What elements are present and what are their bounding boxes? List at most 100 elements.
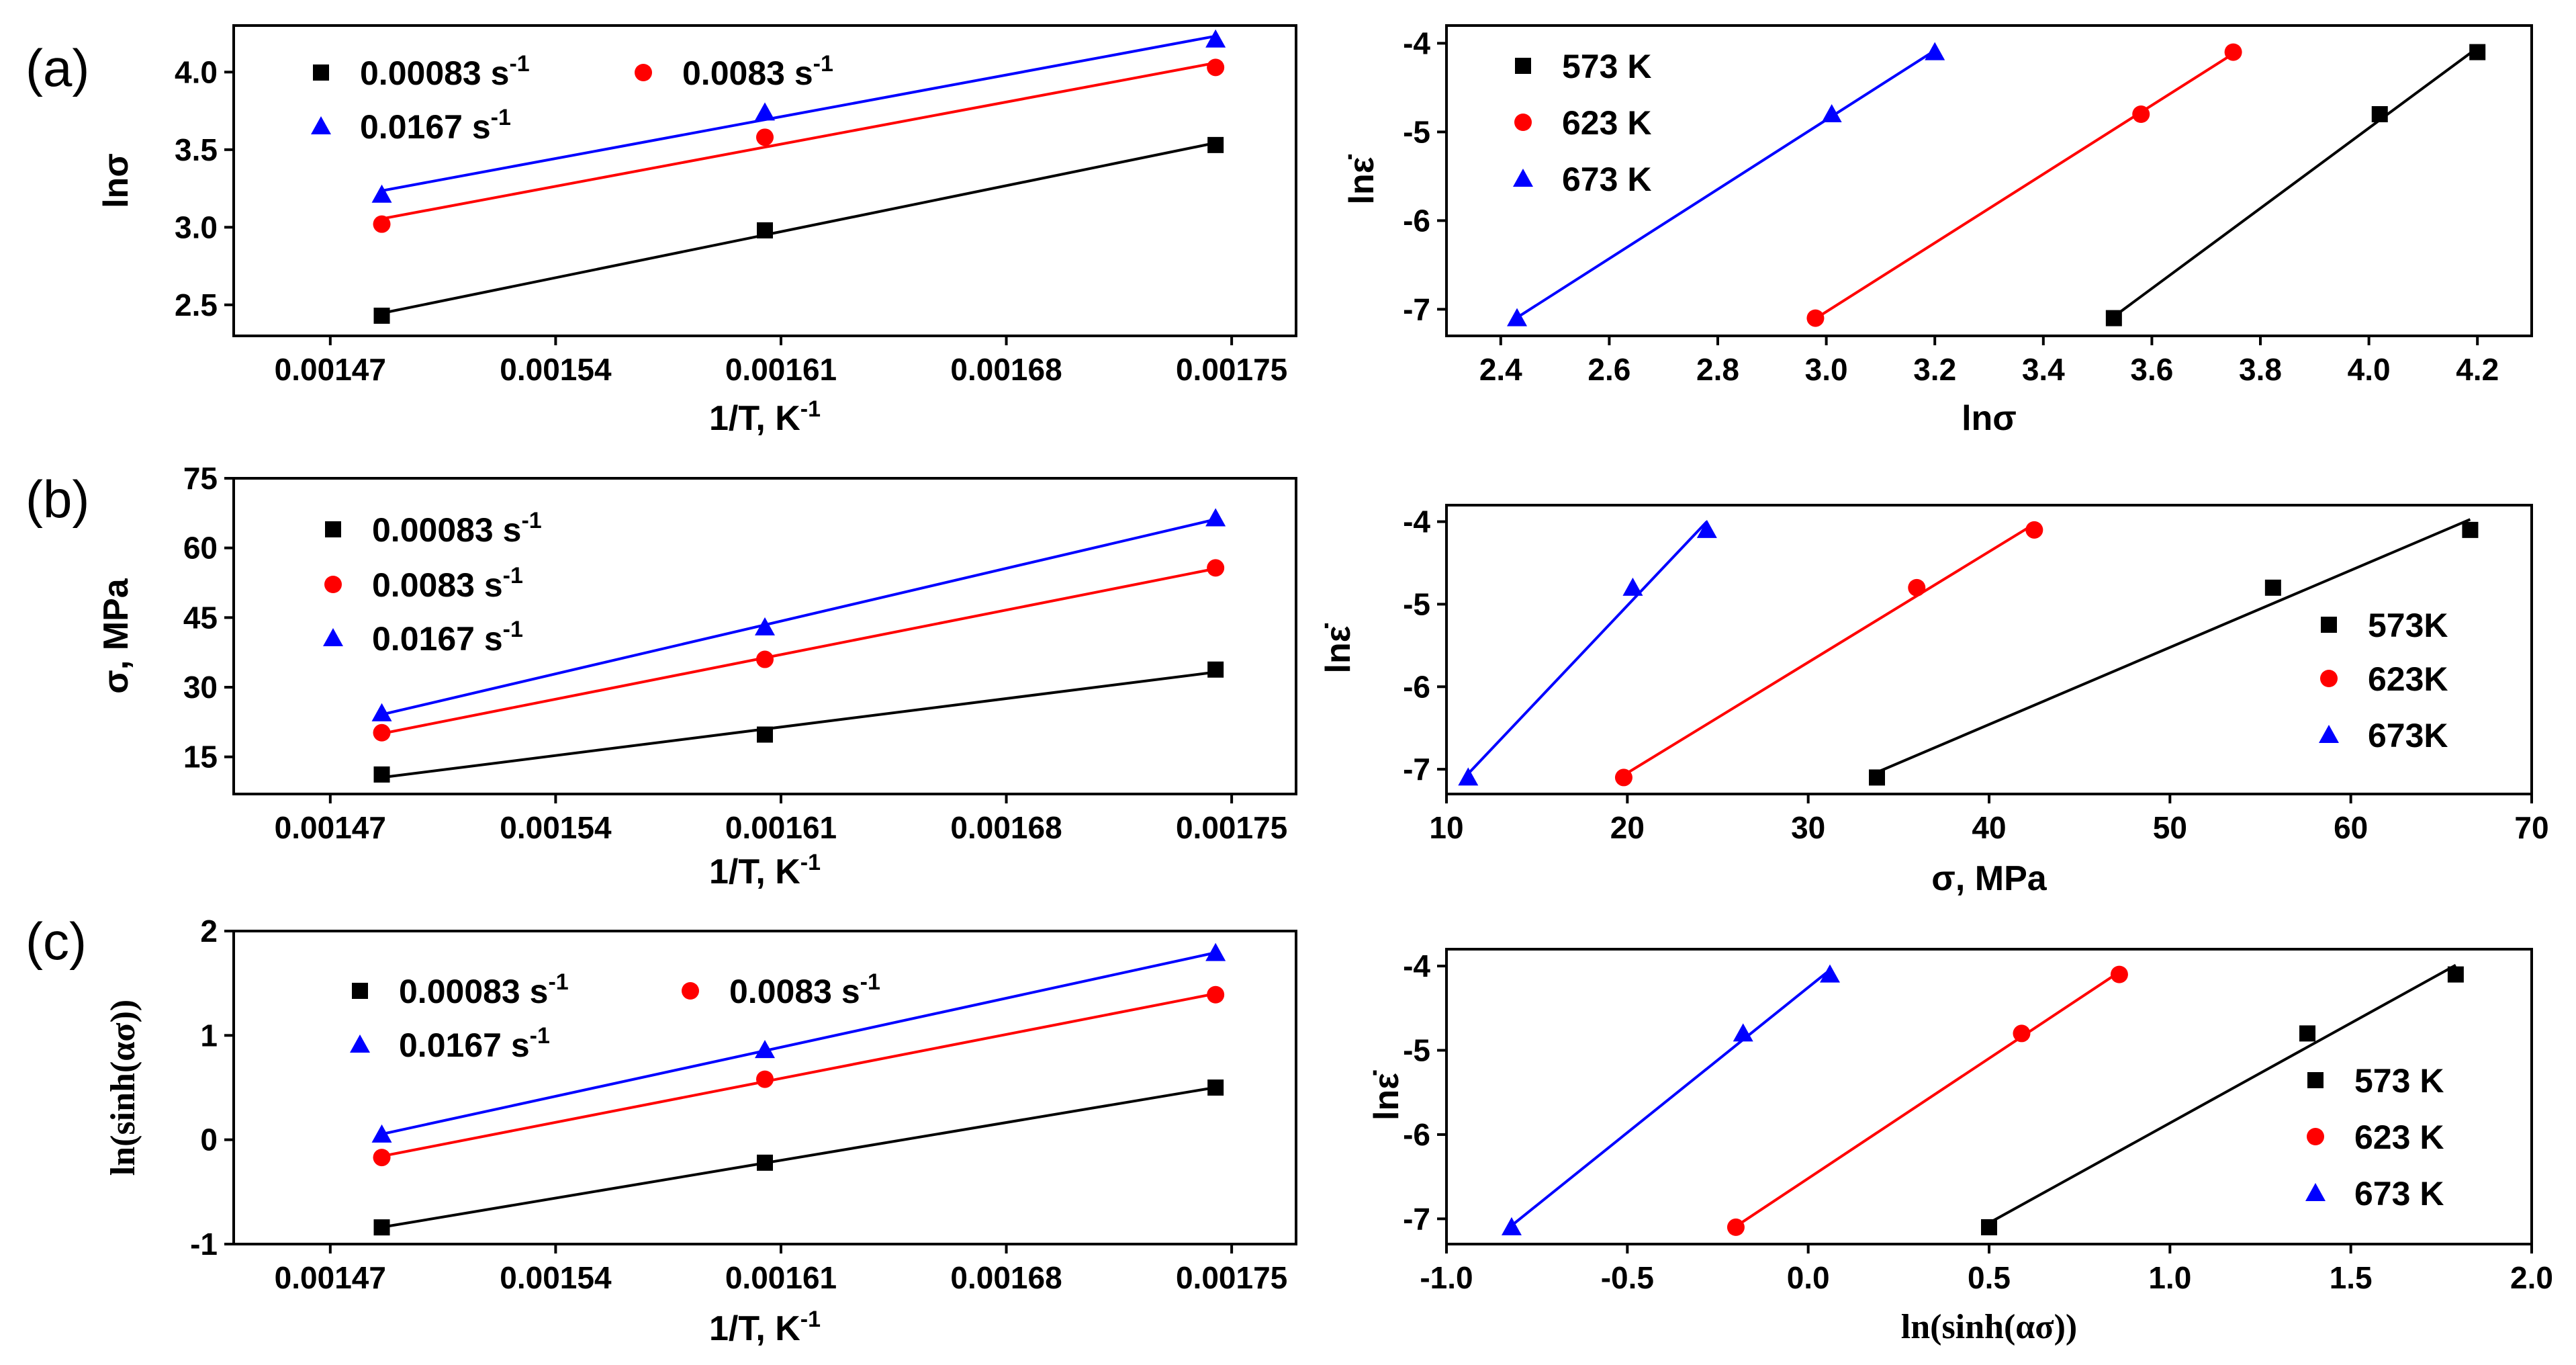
fit-line: [381, 951, 1216, 1136]
y-tick-label: 75: [183, 461, 218, 496]
legend-label: 673 K: [1562, 161, 1651, 198]
x-tick-label: 0.00154: [500, 810, 612, 845]
x-tick-label: 0.00154: [500, 352, 612, 387]
y-axis-label: lnε̇: [1319, 623, 1358, 674]
y-tick-label: 15: [183, 740, 218, 775]
y-axis-label: lnε̇: [1342, 155, 1381, 205]
data-point: [1806, 309, 1825, 327]
data-point: [2132, 105, 2150, 123]
data-point: [1925, 42, 1945, 60]
data-point: [756, 128, 774, 146]
legend-marker: [350, 1034, 370, 1053]
data-point: [1614, 768, 1632, 787]
x-tick-label: 60: [2334, 810, 2368, 845]
data-point: [2110, 965, 2128, 983]
data-point: [373, 215, 391, 233]
fit-line: [1467, 520, 1708, 775]
data-point: [1819, 964, 1840, 983]
legend-marker: [2307, 1072, 2324, 1088]
x-tick-label: 3.0: [1805, 352, 1848, 387]
y-tick-label: 60: [183, 531, 218, 566]
data-point: [371, 703, 392, 721]
data-point: [2447, 966, 2464, 983]
x-tick-label: 1.5: [2330, 1260, 2373, 1295]
panel-label-b: (b): [26, 470, 89, 529]
legend-marker: [682, 982, 699, 1000]
x-tick-label: 2.6: [1588, 352, 1630, 387]
data-point: [1207, 985, 1225, 1004]
x-tick-label: 0.00168: [950, 1260, 1062, 1295]
data-point: [373, 766, 390, 783]
x-tick-label: 40: [1972, 810, 2006, 845]
x-tick-label: 0.00154: [500, 1260, 612, 1295]
x-tick-label: -1.0: [1420, 1260, 1473, 1295]
plot-frame: [1445, 24, 2533, 337]
chart-b_right: 10 20 30 40 50 60 70 -7 -6 -5 -4 σ, MPa lnε̇ 573K 623K…: [1319, 504, 2549, 898]
y-axis-label-group: ln(sinh(ασ)): [104, 1000, 142, 1176]
x-tick-label: 0.00161: [725, 810, 837, 845]
x-tick-label: 30: [1791, 810, 1825, 845]
legend-label: 573 K: [1562, 48, 1651, 85]
x-tick-label: 0.00161: [725, 352, 837, 387]
y-tick-label: -6: [1403, 203, 1430, 238]
data-point: [1733, 1023, 1753, 1042]
data-point: [2469, 44, 2486, 60]
legend-marker: [324, 576, 342, 593]
fit-line: [1735, 971, 2121, 1228]
charts-container: 0.00147 0.00154 0.00161 0.00168 0.001752.53.…: [97, 24, 2553, 1348]
legend-marker: [2320, 670, 2338, 687]
data-point: [2025, 521, 2043, 539]
legend-marker: [2321, 617, 2337, 633]
fit-line: [1516, 49, 1936, 319]
x-tick-label: 3.2: [1913, 352, 1956, 387]
plot-frame: [232, 930, 1297, 1245]
y-axis-label: lnε̇: [1367, 1070, 1406, 1120]
x-axis-label: lnσ: [1962, 399, 2017, 438]
fit-line: [381, 992, 1216, 1158]
data-point: [373, 1219, 390, 1236]
data-point: [1207, 136, 1224, 153]
data-point: [2264, 579, 2281, 596]
chart-c_right: -1.0 -0.5 0.0 0.5 1.0 1.5 2.0 -7 -6 -5 -4 ln(sinh(α…: [1367, 948, 2553, 1346]
fit-line: [381, 141, 1216, 315]
legend-label: 0.0167 s-1: [372, 617, 523, 658]
chart-b_left: 0.00147 0.00154 0.00161 0.00168 0.00175 15 30 4…: [97, 461, 1297, 891]
data-point: [1207, 58, 1225, 77]
fit-line: [1814, 52, 2234, 320]
x-tick-label: 0.0: [1787, 1260, 1830, 1295]
data-point: [757, 726, 773, 743]
chart-a_right: 2.4 2.6 2.8 3.0 3.2 3.4 3.6 3.8 4.0 4.2 -7 -6 -5 -4 ln…: [1342, 24, 2533, 438]
legend-marker: [311, 116, 331, 134]
fit-line: [381, 670, 1216, 779]
x-tick-label: 0.00161: [725, 1260, 837, 1295]
x-tick-label: 0.5: [1968, 1260, 2011, 1295]
plot-frame: [232, 24, 1297, 337]
data-point: [757, 222, 773, 238]
y-tick-label: 30: [183, 670, 218, 705]
x-tick-label: 70: [2514, 810, 2548, 845]
x-tick-label: 4.2: [2456, 352, 2499, 387]
legend-label: 0.00083 s-1: [360, 51, 530, 92]
x-tick-label: 50: [2153, 810, 2187, 845]
fit-line: [381, 61, 1216, 220]
y-tick-label: -7: [1403, 292, 1430, 326]
data-point: [373, 723, 391, 742]
data-point: [1205, 942, 1226, 961]
legend-marker: [2307, 1128, 2324, 1145]
x-tick-label: 0.00175: [1176, 352, 1287, 387]
data-point: [1501, 1217, 1522, 1235]
data-point: [1908, 578, 1926, 597]
x-tick-label: 2.4: [1479, 352, 1522, 387]
data-point: [1458, 767, 1479, 786]
x-axis-label: σ, MPa: [1931, 859, 2047, 898]
panel-label-a: (a): [26, 38, 89, 97]
fit-line: [1876, 518, 2471, 774]
x-tick-label: 3.8: [2239, 352, 2282, 387]
y-tick-label: -4: [1403, 949, 1430, 983]
chart-a_left: 0.00147 0.00154 0.00161 0.00168 0.00175 2.5 3.…: [97, 24, 1297, 438]
data-point: [1696, 519, 1717, 538]
y-tick-label: -7: [1403, 752, 1430, 787]
legend-label: 0.0167 s-1: [399, 1023, 550, 1064]
data-point: [1981, 1219, 1997, 1235]
